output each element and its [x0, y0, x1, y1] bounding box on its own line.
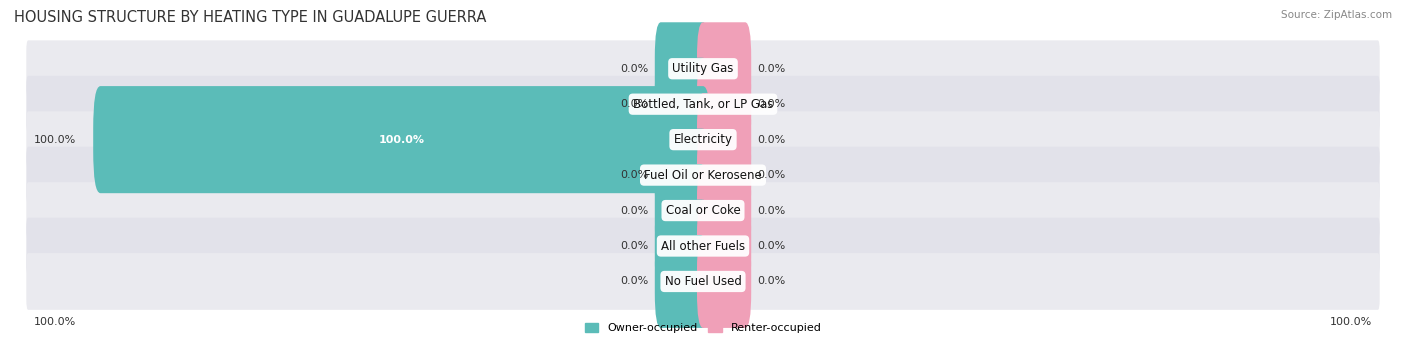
Text: 0.0%: 0.0% [758, 99, 786, 109]
FancyBboxPatch shape [27, 147, 1379, 203]
Text: 0.0%: 0.0% [620, 170, 648, 180]
Text: No Fuel Used: No Fuel Used [665, 275, 741, 288]
Text: 0.0%: 0.0% [758, 64, 786, 74]
Text: 0.0%: 0.0% [620, 64, 648, 74]
FancyBboxPatch shape [655, 164, 709, 257]
FancyBboxPatch shape [27, 76, 1379, 133]
Text: 100.0%: 100.0% [34, 135, 76, 144]
FancyBboxPatch shape [27, 40, 1379, 97]
FancyBboxPatch shape [655, 235, 709, 328]
Text: 0.0%: 0.0% [758, 170, 786, 180]
FancyBboxPatch shape [697, 129, 751, 222]
FancyBboxPatch shape [697, 58, 751, 151]
Text: Electricity: Electricity [673, 133, 733, 146]
FancyBboxPatch shape [697, 235, 751, 328]
FancyBboxPatch shape [27, 253, 1379, 310]
Text: 0.0%: 0.0% [758, 206, 786, 216]
FancyBboxPatch shape [655, 200, 709, 292]
Text: 0.0%: 0.0% [620, 206, 648, 216]
Text: 100.0%: 100.0% [1330, 317, 1372, 327]
Legend: Owner-occupied, Renter-occupied: Owner-occupied, Renter-occupied [585, 323, 821, 333]
FancyBboxPatch shape [93, 86, 710, 193]
FancyBboxPatch shape [697, 93, 751, 186]
Text: 0.0%: 0.0% [620, 276, 648, 287]
FancyBboxPatch shape [27, 182, 1379, 239]
FancyBboxPatch shape [655, 22, 709, 115]
Text: 0.0%: 0.0% [620, 99, 648, 109]
Text: 0.0%: 0.0% [758, 135, 786, 144]
FancyBboxPatch shape [655, 129, 709, 222]
Text: Coal or Coke: Coal or Coke [665, 204, 741, 217]
Text: 0.0%: 0.0% [758, 276, 786, 287]
Text: 0.0%: 0.0% [620, 241, 648, 251]
Text: 0.0%: 0.0% [758, 241, 786, 251]
Text: Utility Gas: Utility Gas [672, 62, 734, 75]
FancyBboxPatch shape [697, 22, 751, 115]
FancyBboxPatch shape [27, 111, 1379, 168]
Text: All other Fuels: All other Fuels [661, 239, 745, 253]
Text: 100.0%: 100.0% [34, 317, 76, 327]
Text: Source: ZipAtlas.com: Source: ZipAtlas.com [1281, 10, 1392, 20]
FancyBboxPatch shape [27, 218, 1379, 274]
FancyBboxPatch shape [697, 200, 751, 292]
Text: HOUSING STRUCTURE BY HEATING TYPE IN GUADALUPE GUERRA: HOUSING STRUCTURE BY HEATING TYPE IN GUA… [14, 10, 486, 25]
FancyBboxPatch shape [697, 164, 751, 257]
Text: Fuel Oil or Kerosene: Fuel Oil or Kerosene [644, 169, 762, 182]
FancyBboxPatch shape [655, 58, 709, 151]
Text: 100.0%: 100.0% [378, 135, 425, 144]
Text: Bottled, Tank, or LP Gas: Bottled, Tank, or LP Gas [633, 98, 773, 111]
